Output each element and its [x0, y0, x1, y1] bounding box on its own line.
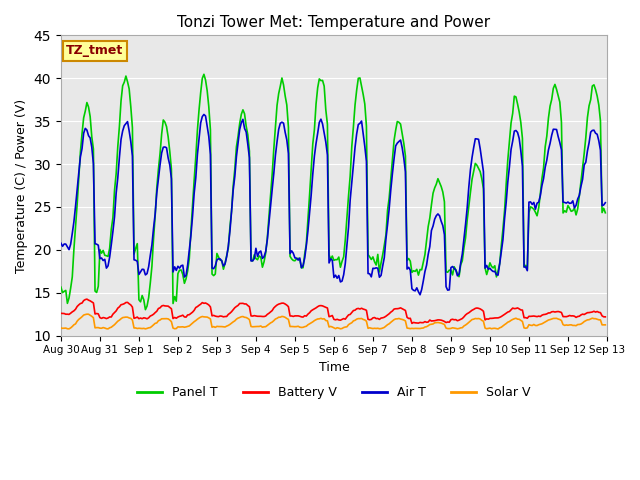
Title: Tonzi Tower Met: Temperature and Power: Tonzi Tower Met: Temperature and Power [177, 15, 490, 30]
Text: TZ_tmet: TZ_tmet [67, 44, 124, 57]
Legend: Panel T, Battery V, Air T, Solar V: Panel T, Battery V, Air T, Solar V [132, 382, 535, 405]
Y-axis label: Temperature (C) / Power (V): Temperature (C) / Power (V) [15, 98, 28, 273]
X-axis label: Time: Time [319, 361, 349, 374]
